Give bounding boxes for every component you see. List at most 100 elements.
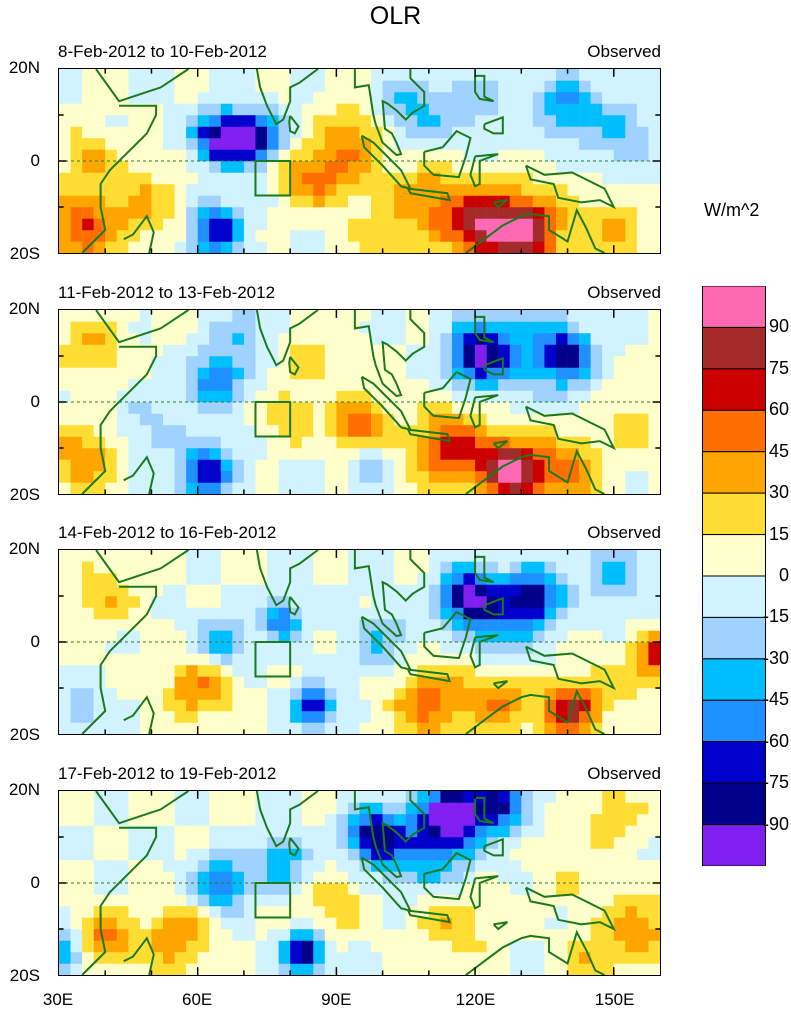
grid-cell [498, 448, 510, 460]
grid-cell [590, 482, 603, 494]
grid-cell [475, 596, 487, 608]
grid-cell [197, 688, 210, 700]
grid-cell [579, 848, 591, 861]
grid-cell [636, 103, 649, 116]
grid-cell [186, 413, 198, 426]
grid-cell [648, 665, 660, 677]
grid-cell [347, 940, 360, 953]
grid-cell [70, 814, 83, 826]
grid-cell [451, 894, 464, 907]
grid-cell [278, 80, 291, 93]
grid-cell [116, 356, 129, 368]
grid-cell [405, 573, 418, 585]
grid-cell [440, 699, 453, 712]
grid-cell [347, 573, 360, 585]
grid-cell [301, 550, 314, 562]
grid-cell [232, 482, 245, 494]
grid-cell [163, 963, 175, 975]
grid-cell [613, 344, 626, 357]
grid-cell [336, 218, 349, 231]
grid-cell [394, 676, 406, 689]
grid-cell [521, 940, 534, 953]
grid-cell [590, 952, 603, 964]
grid-cell [70, 126, 83, 139]
grid-cell [105, 321, 118, 334]
grid-cell [347, 894, 360, 907]
grid-cell [267, 103, 279, 116]
grid-cell [509, 92, 522, 104]
grid-cell [579, 92, 591, 104]
grid-cell [555, 126, 568, 139]
grid-cell [105, 80, 118, 93]
grid-cell [82, 436, 94, 449]
grid-cell [186, 390, 198, 403]
grid-cell [82, 367, 94, 380]
grid-cell [555, 207, 568, 219]
grid-cell [486, 963, 499, 975]
grid-cell [301, 791, 314, 803]
grid-cell [555, 688, 568, 700]
grid-cell [243, 722, 256, 734]
grid-cell [417, 321, 430, 334]
grid-cell [243, 413, 256, 426]
grid-cell [463, 149, 476, 162]
grid-cell [209, 607, 222, 620]
grid-cell [579, 448, 591, 460]
grid-cell [290, 630, 302, 643]
map-panel [58, 68, 661, 254]
grid-cell [347, 561, 360, 574]
grid-cell [347, 871, 360, 884]
grid-cell [498, 103, 510, 116]
grid-cell [521, 653, 534, 666]
grid-cell [209, 241, 222, 253]
grid-cell [70, 115, 83, 127]
grid-cell [197, 630, 210, 643]
grid-cell [347, 711, 360, 723]
grid-cell [359, 103, 372, 116]
grid-cell [232, 871, 245, 884]
grid-cell [417, 883, 430, 895]
grid-cell [648, 425, 660, 437]
grid-cell [220, 402, 233, 414]
grid-cell [59, 906, 71, 918]
grid-cell [625, 333, 638, 345]
grid-cell [463, 848, 476, 861]
grid-cell [93, 619, 106, 631]
grid-cell [567, 619, 580, 631]
grid-cell [405, 138, 418, 150]
grid-cell [498, 241, 510, 253]
grid-cell [463, 952, 476, 964]
grid-cell [544, 482, 557, 494]
grid-cell [336, 379, 349, 391]
grid-cell [382, 161, 395, 173]
grid-cell [243, 837, 256, 849]
grid-cell [428, 218, 441, 231]
grid-cell [498, 561, 510, 574]
grid-cell [394, 642, 406, 654]
grid-cell [451, 241, 464, 253]
grid-cell [324, 573, 337, 585]
grid-cell [278, 241, 291, 253]
grid-cell [313, 802, 326, 815]
grid-cell [405, 207, 418, 219]
grid-cell [475, 619, 487, 631]
grid-cell [243, 894, 256, 907]
grid-cell [509, 791, 522, 803]
grid-cell [347, 653, 360, 666]
grid-cell [128, 321, 141, 334]
grid-cell [232, 929, 245, 941]
grid-cell [371, 207, 383, 219]
grid-cell [151, 92, 164, 104]
grid-cell [324, 80, 337, 93]
grid-cell [590, 550, 603, 562]
grid-cell [532, 802, 545, 815]
grid-cell [255, 459, 268, 472]
grid-cell [255, 321, 268, 334]
grid-cell [440, 963, 453, 975]
grid-cell [197, 321, 210, 334]
grid-cell [186, 573, 198, 585]
grid-cell [301, 241, 314, 253]
grid-cell [324, 436, 337, 449]
grid-cell [532, 561, 545, 574]
grid-cell [371, 367, 383, 380]
